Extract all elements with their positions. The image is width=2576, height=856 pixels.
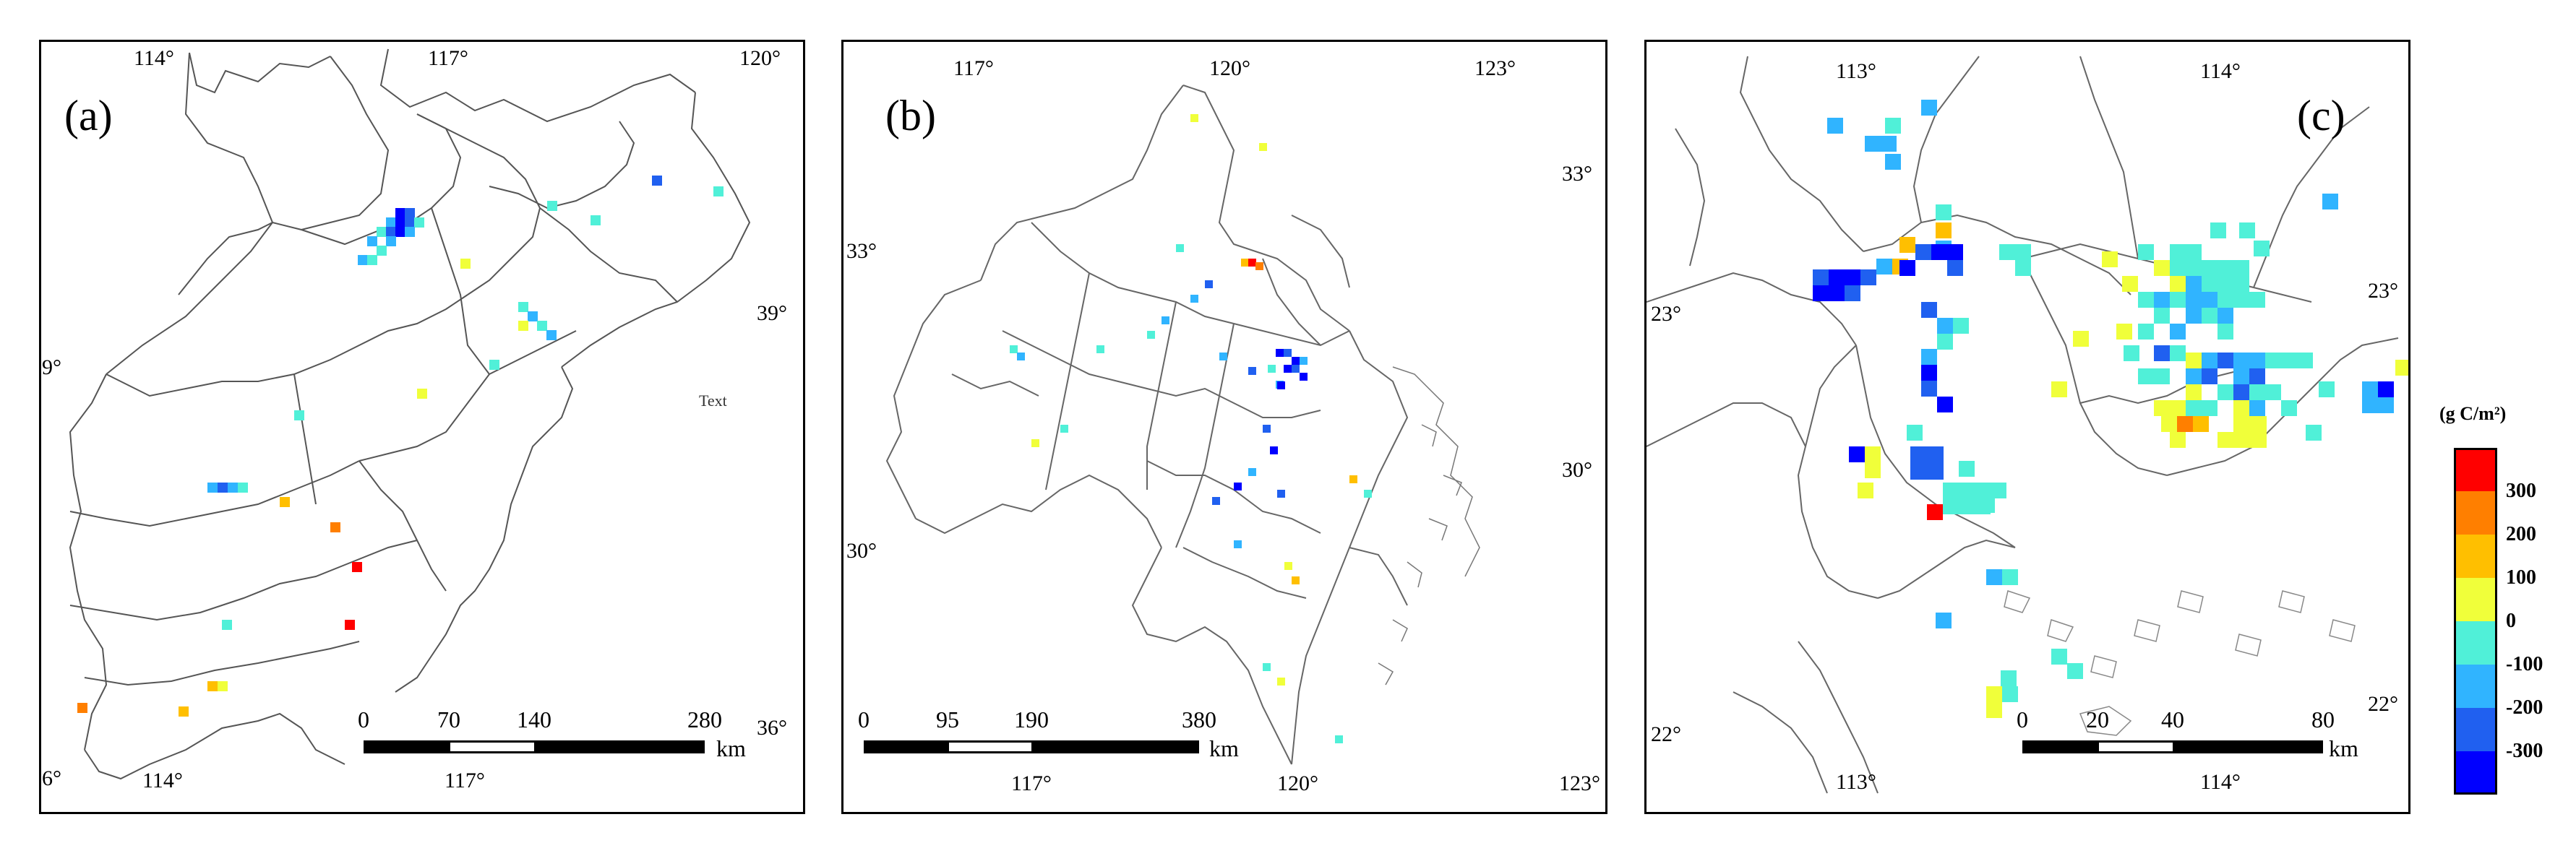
- legend-value-label: 0: [2506, 610, 2516, 632]
- lon-bottom-label: 114°: [2200, 770, 2241, 794]
- legend-title: (g C/m²): [2439, 403, 2507, 424]
- lat-left-label: 23°: [1651, 302, 1681, 326]
- map-a-cells: [77, 176, 724, 717]
- lon-bottom-label: 117°: [445, 769, 485, 792]
- lat-right-label: 30°: [1562, 458, 1592, 482]
- stray-text-label: Text: [699, 392, 727, 410]
- legend-value-label: 300: [2506, 480, 2536, 502]
- legend-value-label: -100: [2506, 653, 2543, 675]
- legend-value-label: -200: [2506, 696, 2543, 719]
- lat-left-label: 36°: [41, 766, 61, 790]
- scale-tick: 80: [2311, 706, 2335, 732]
- lon-top-label: 117°: [428, 46, 468, 70]
- scale-unit: km: [716, 735, 746, 761]
- scale-tick: 280: [687, 706, 722, 732]
- scale-bar-graphic: [2022, 740, 2323, 753]
- lon-bottom-label: 123°: [1559, 771, 1600, 795]
- panel-label: (b): [885, 92, 936, 139]
- lon-top-label: 120°: [739, 46, 781, 70]
- legend-swatch: [2454, 578, 2497, 621]
- scale-tick: 20: [2086, 706, 2109, 732]
- legend-swatch: [2454, 665, 2497, 708]
- scale-bar: 0 20 40 80 km: [2017, 706, 2384, 780]
- lon-bottom-label: 113°: [1836, 770, 1876, 794]
- lon-bottom-label: 117°: [1011, 771, 1052, 795]
- lon-top-label: 123°: [1474, 56, 1516, 80]
- lat-right-label: 39°: [757, 301, 787, 325]
- scale-tick: 40: [2161, 706, 2184, 732]
- lon-top-label: 117°: [953, 56, 994, 80]
- legend-swatch: [2454, 621, 2497, 665]
- scale-tick: 140: [517, 706, 551, 732]
- panel-label: (c): [2297, 92, 2345, 139]
- lon-top-label: 113°: [1836, 59, 1876, 83]
- legend-swatch: [2454, 491, 2497, 535]
- lat-right-label: 36°: [757, 716, 787, 740]
- lon-bottom-label: 120°: [1277, 771, 1318, 795]
- map-panel-c: 113° 114° 113° 114° 23° 22° 23° 22° (c) …: [1644, 40, 2410, 814]
- scale-tick: 380: [1182, 706, 1216, 732]
- lat-left-label: 33°: [846, 239, 877, 263]
- map-a-boundaries: [69, 48, 751, 780]
- legend-swatch: [2454, 751, 2497, 795]
- color-legend: (g C/m²) 300 200 100 0 -100 -200 -300: [2439, 405, 2573, 823]
- scale-bar: 0 95 190 380 km: [858, 706, 1283, 780]
- lat-left-label: 30°: [846, 539, 877, 563]
- lat-right-label: 33°: [1562, 162, 1592, 186]
- scale-bar-graphic: [864, 740, 1199, 753]
- scale-tick: 0: [858, 706, 870, 732]
- map-b-boundaries: [885, 85, 1480, 765]
- legend-value-label: -300: [2506, 740, 2543, 762]
- lat-right-label: 23°: [2368, 279, 2398, 303]
- scale-tick: 0: [2017, 706, 2028, 732]
- map-panel-b: 117° 120° 123° 117° 120° 123° 33° 30° 33…: [841, 40, 1607, 814]
- lon-bottom-label: 114°: [142, 769, 183, 792]
- legend-swatch: [2454, 535, 2497, 578]
- lat-left-label: 22°: [1651, 722, 1681, 746]
- lon-top-label: 114°: [2200, 59, 2241, 83]
- legend-value-label: 100: [2506, 566, 2536, 589]
- scale-unit: km: [2329, 735, 2358, 761]
- map-b-cells: [1010, 114, 1372, 743]
- scale-tick: 70: [437, 706, 460, 732]
- legend-swatch: [2454, 448, 2497, 491]
- lat-left-label: 39°: [41, 355, 61, 379]
- map-c-boundaries: [1647, 56, 2408, 794]
- panel-label: (a): [64, 92, 113, 139]
- scale-tick: 0: [358, 706, 369, 732]
- scale-bar: 0 70 140 280 km: [358, 706, 768, 780]
- legend-value-label: 200: [2506, 523, 2536, 545]
- map-panel-a: 114° 117° 120° 114° 117° 39° 36° 39° 36°…: [39, 40, 805, 814]
- scale-unit: km: [1209, 735, 1239, 761]
- legend-swatch: [2454, 708, 2497, 751]
- scale-tick: 95: [936, 706, 959, 732]
- scale-tick: 190: [1014, 706, 1049, 732]
- map-c-cells: [1813, 100, 2408, 718]
- scale-bar-graphic: [364, 740, 705, 753]
- lat-right-label: 22°: [2368, 692, 2398, 716]
- lon-top-label: 120°: [1209, 56, 1250, 80]
- lon-top-label: 114°: [134, 46, 174, 70]
